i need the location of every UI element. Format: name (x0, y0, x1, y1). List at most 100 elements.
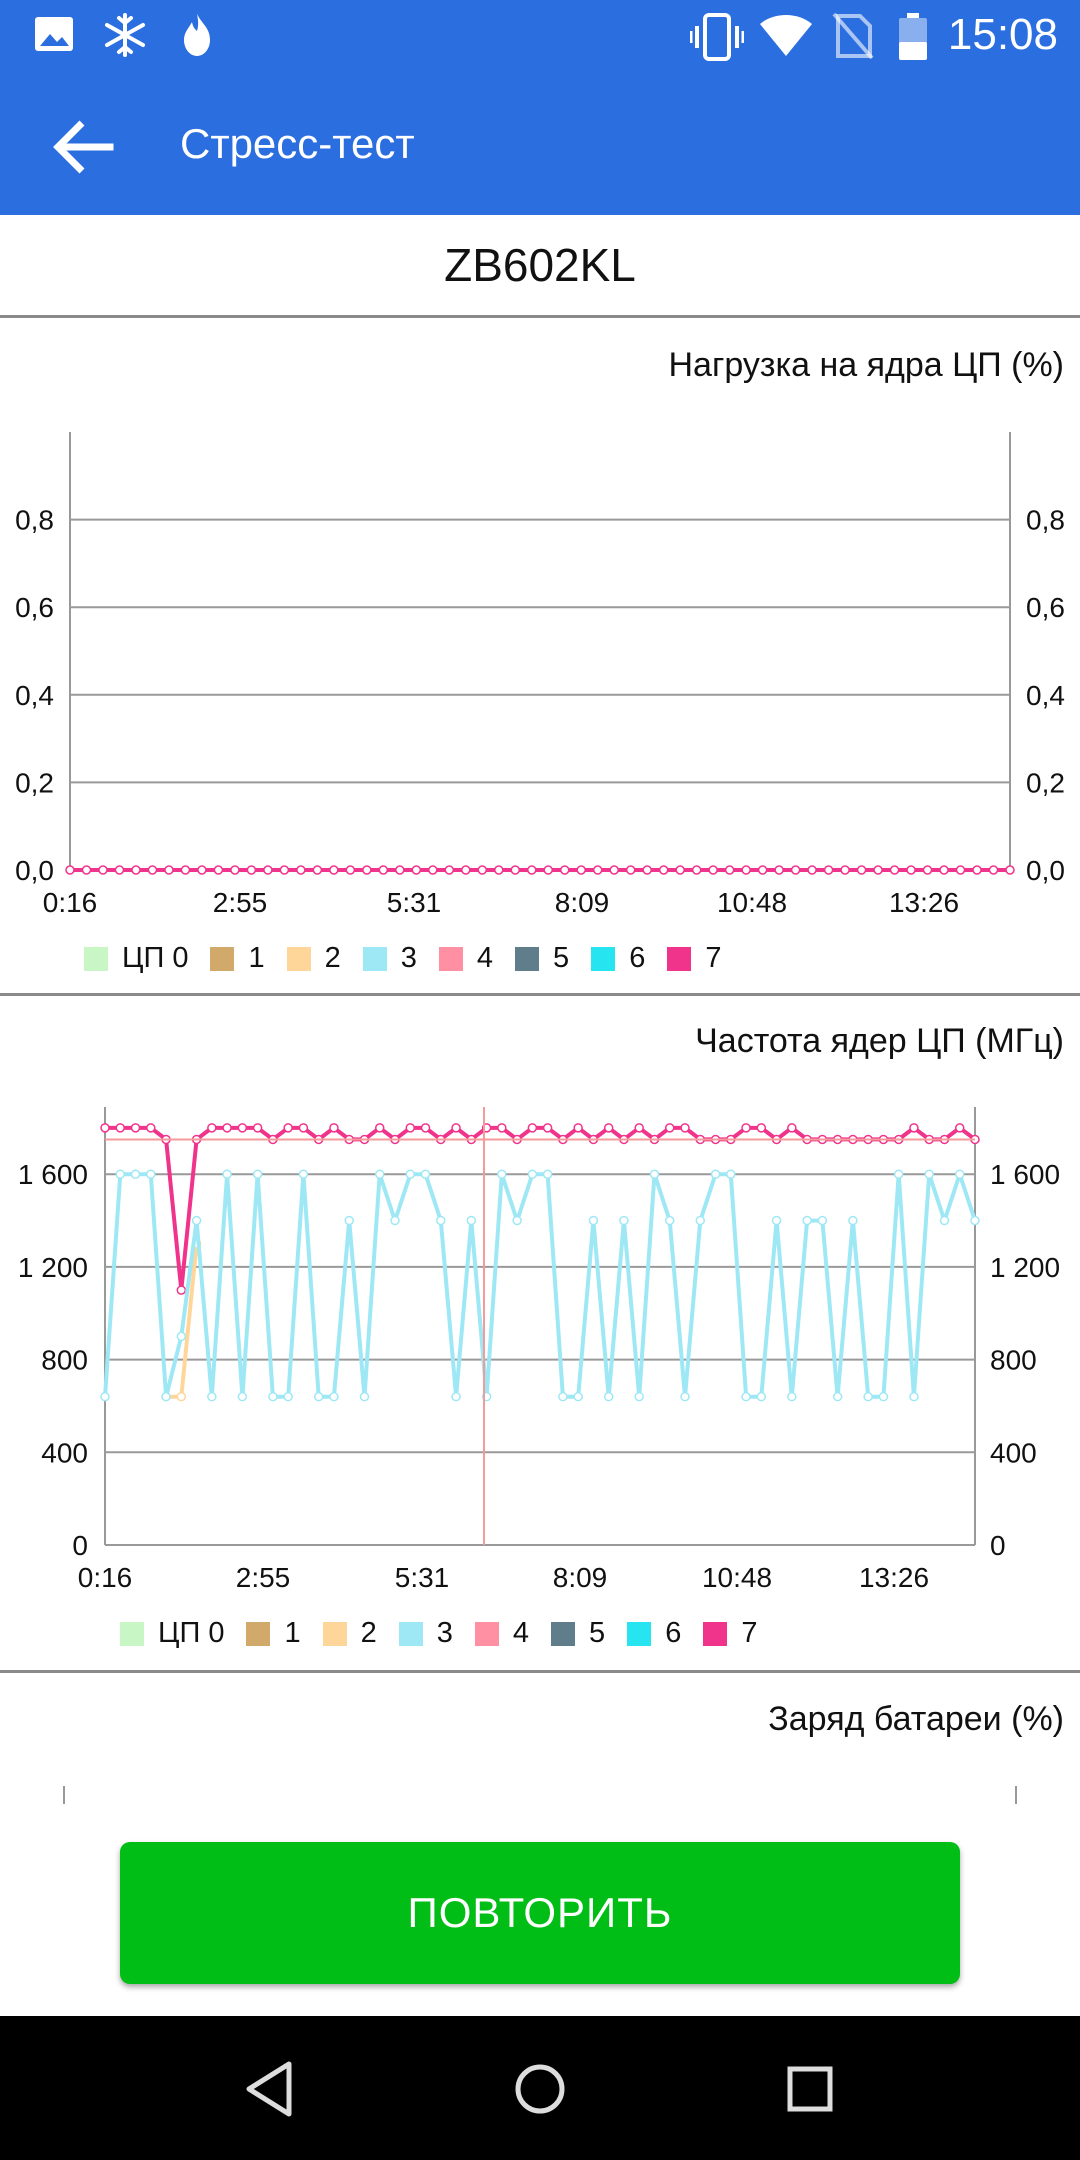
data-point (863, 1391, 873, 1402)
legend-label: 3 (400, 942, 417, 974)
data-point (329, 865, 339, 875)
data-point (477, 865, 488, 875)
data-point (359, 1391, 370, 1402)
no-sim-icon (832, 12, 874, 60)
data-point (691, 865, 702, 875)
data-point (527, 1123, 538, 1133)
data-point (444, 865, 455, 875)
data-point (726, 1169, 736, 1179)
cpu-load-legend: ЦП 0 1 2 3 4 5 6 7 (84, 942, 743, 975)
data-point (283, 1391, 293, 1402)
data-point (649, 1169, 660, 1179)
data-point (494, 865, 504, 875)
data-point (840, 865, 850, 875)
legend-item: 7 (703, 1617, 757, 1650)
legend-item: 3 (362, 942, 417, 975)
data-point (619, 1215, 629, 1226)
data-point (527, 1169, 538, 1179)
data-point (312, 865, 323, 875)
data-point (634, 1123, 644, 1133)
data-point (298, 1123, 309, 1133)
data-point (889, 865, 900, 875)
retry-button[interactable]: ПОВТОРИТЬ (120, 1842, 960, 1984)
data-point (176, 1285, 187, 1295)
y-tick-label: 0,4 (15, 680, 54, 711)
data-point (81, 865, 92, 875)
legend-item: ЦП 0 (84, 942, 188, 975)
data-point (573, 1123, 583, 1133)
data-point (664, 1123, 675, 1133)
section-divider (0, 993, 1080, 996)
data-point (100, 1123, 110, 1133)
data-point (634, 1391, 644, 1402)
section-divider (0, 1670, 1080, 1673)
y-tick-label: 0 (990, 1530, 1006, 1561)
device-name: ZB602KL (0, 215, 1080, 318)
legend-label: 1 (248, 942, 265, 974)
data-point (115, 1169, 126, 1179)
data-point (906, 865, 916, 875)
legend-item: 2 (322, 1617, 377, 1650)
data-point (497, 1123, 507, 1133)
y-tick-label: 800 (990, 1345, 1037, 1376)
x-tick-label: 5:31 (395, 1562, 450, 1593)
battery-chart (63, 1786, 1017, 1804)
data-point (955, 865, 966, 875)
legend-swatch (246, 1621, 271, 1646)
data-point (237, 1391, 248, 1402)
data-point (279, 865, 290, 875)
data-point (263, 865, 273, 875)
legend-item: 4 (438, 942, 493, 975)
data-point (180, 865, 191, 875)
legend-label: 1 (284, 1617, 301, 1649)
data-point (466, 1215, 477, 1226)
series-line-7 (105, 1125, 977, 1293)
data-point (197, 865, 207, 875)
data-point (191, 1215, 202, 1226)
data-point (420, 1169, 431, 1179)
data-point (710, 1169, 721, 1179)
recents-square-icon[interactable] (775, 2054, 845, 2124)
legend-item: ЦП 0 (120, 1617, 224, 1650)
home-circle-icon[interactable] (505, 2054, 575, 2124)
data-point (176, 1331, 187, 1342)
legend-item: 2 (286, 942, 341, 975)
y-tick-label: 0,6 (15, 592, 54, 623)
data-point (252, 1169, 263, 1179)
data-point (757, 865, 768, 875)
data-point (374, 1123, 385, 1133)
data-point (680, 1123, 690, 1133)
arrow-back-icon[interactable] (44, 107, 124, 187)
data-point (283, 1123, 293, 1133)
data-point (130, 1123, 141, 1133)
cpu-freq-legend: ЦП 0 1 2 3 4 5 6 7 (120, 1617, 779, 1650)
data-point (268, 1391, 278, 1402)
data-point (558, 1391, 568, 1402)
data-point (451, 1391, 461, 1402)
back-triangle-icon[interactable] (235, 2054, 305, 2124)
data-point (146, 1123, 156, 1133)
data-point (893, 1169, 904, 1179)
data-point (329, 1123, 339, 1133)
data-point (411, 865, 422, 875)
legend-swatch (210, 946, 235, 971)
data-point (756, 1123, 767, 1133)
device-name-text: ZB602KL (444, 239, 636, 291)
y-tick-label: 1 200 (18, 1252, 88, 1283)
data-point (100, 1391, 110, 1402)
legend-swatch (84, 946, 108, 971)
data-point (878, 1391, 889, 1402)
data-point (625, 865, 636, 875)
y-tick-label: 0,8 (1026, 505, 1065, 536)
x-tick-label: 10:48 (717, 887, 787, 918)
data-point (512, 1215, 522, 1226)
data-point (790, 865, 801, 875)
y-tick-label: 0,0 (15, 855, 54, 886)
legend-swatch (667, 946, 692, 971)
x-tick-label: 10:48 (702, 1562, 772, 1593)
y-tick-label: 0,0 (1026, 855, 1065, 886)
snowflake-icon (105, 13, 145, 57)
legend-item: 6 (627, 1617, 681, 1650)
legend-label: 2 (324, 942, 341, 974)
data-point (774, 865, 784, 875)
